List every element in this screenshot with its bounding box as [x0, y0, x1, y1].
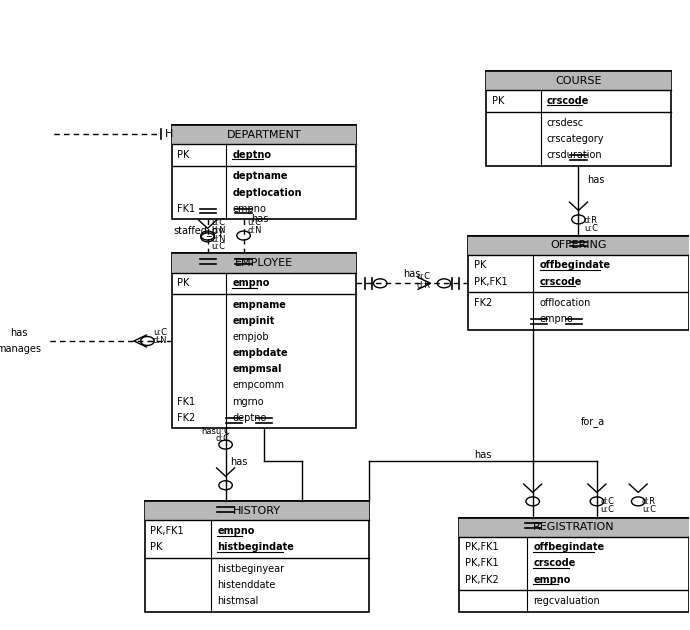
Text: empname: empname	[233, 300, 286, 310]
Text: COURSE: COURSE	[555, 76, 602, 86]
Text: empinit: empinit	[233, 316, 275, 326]
Text: deptno: deptno	[233, 413, 266, 423]
Bar	[460, 517, 689, 537]
Text: DEPARTMENT: DEPARTMENT	[226, 130, 301, 140]
Text: hasu:C: hasu:C	[201, 427, 230, 436]
Text: empcomm: empcomm	[233, 381, 284, 391]
Text: PK: PK	[177, 278, 189, 289]
Text: empno: empno	[540, 314, 573, 324]
Text: u:C: u:C	[642, 505, 656, 514]
Text: has: has	[475, 450, 492, 460]
Bar	[486, 71, 671, 166]
Text: d:N: d:N	[152, 336, 167, 345]
Text: d:N: d:N	[247, 226, 262, 234]
Text: d:C: d:C	[216, 434, 230, 443]
Text: has: has	[587, 175, 605, 185]
Text: histbeginyear: histbeginyear	[217, 564, 284, 574]
Text: empno: empno	[233, 278, 270, 289]
Text: regcvaluation: regcvaluation	[533, 596, 600, 606]
Text: FK2: FK2	[177, 413, 195, 423]
Text: crscode: crscode	[547, 96, 589, 106]
Text: PK: PK	[177, 150, 189, 160]
Text: u:C: u:C	[247, 219, 261, 227]
Text: u:C: u:C	[600, 505, 615, 514]
Text: histmsal: histmsal	[217, 596, 259, 606]
Text: PK: PK	[474, 260, 486, 270]
Text: u:C: u:C	[153, 328, 167, 337]
Text: FK2: FK2	[474, 298, 492, 308]
Text: has: has	[404, 268, 421, 278]
Bar	[145, 501, 369, 520]
Text: staffed_by: staffed_by	[173, 225, 224, 236]
Text: PK,FK1: PK,FK1	[474, 277, 507, 287]
Text: H: H	[166, 129, 174, 139]
Bar	[172, 125, 356, 144]
Text: empmsal: empmsal	[233, 364, 282, 374]
Text: empbdate: empbdate	[233, 348, 288, 358]
Text: crsdesc: crsdesc	[547, 118, 584, 128]
Text: manages: manages	[0, 344, 41, 354]
Text: crscode: crscode	[533, 559, 575, 568]
Text: PK,FK1: PK,FK1	[465, 542, 498, 553]
Text: has: has	[250, 214, 268, 224]
Text: REGISTRATION: REGISTRATION	[533, 522, 615, 532]
Text: PK,FK1: PK,FK1	[150, 526, 184, 536]
Text: d:N: d:N	[211, 226, 226, 234]
Text: empno: empno	[233, 203, 266, 214]
Text: offbegindate: offbegindate	[533, 542, 604, 553]
Text: u:C: u:C	[211, 242, 225, 251]
Text: PK,FK1: PK,FK1	[465, 559, 498, 568]
Text: EMPLOYEE: EMPLOYEE	[235, 258, 293, 268]
Text: u:C: u:C	[416, 272, 430, 281]
Text: for_a: for_a	[581, 416, 605, 427]
Text: mgrno: mgrno	[233, 397, 264, 406]
Text: histbegindate: histbegindate	[217, 542, 294, 553]
Text: u:C: u:C	[584, 224, 598, 232]
Text: empno: empno	[217, 526, 255, 536]
Text: PK: PK	[150, 542, 162, 553]
Bar	[469, 236, 689, 255]
Text: u:C: u:C	[211, 219, 225, 227]
Text: offlocation: offlocation	[540, 298, 591, 308]
Text: d:R: d:R	[584, 216, 598, 225]
Text: PK: PK	[492, 96, 504, 106]
Text: offbegindate: offbegindate	[540, 260, 611, 270]
Bar	[172, 125, 356, 219]
Text: empjob: empjob	[233, 332, 269, 342]
Text: FK1: FK1	[177, 203, 195, 214]
Text: d:N: d:N	[211, 234, 226, 244]
Text: d:R: d:R	[416, 281, 430, 290]
Text: deptname: deptname	[233, 171, 288, 181]
Text: crscategory: crscategory	[547, 134, 604, 144]
Text: PK,FK2: PK,FK2	[465, 575, 498, 585]
Bar	[145, 501, 369, 612]
Text: empno: empno	[533, 575, 571, 585]
Bar	[172, 253, 356, 273]
Text: histenddate: histenddate	[217, 580, 275, 590]
Text: FK1: FK1	[177, 397, 195, 406]
Bar	[460, 517, 689, 612]
Bar	[172, 253, 356, 428]
Text: has: has	[10, 328, 28, 338]
Text: d:C: d:C	[600, 497, 615, 507]
Text: HISTORY: HISTORY	[233, 506, 281, 516]
Text: crscode: crscode	[540, 277, 582, 287]
Text: deptno: deptno	[233, 150, 271, 160]
Text: OFFERING: OFFERING	[550, 240, 607, 250]
Text: d:R: d:R	[642, 497, 656, 507]
Text: crsduration: crsduration	[547, 150, 602, 160]
Bar	[486, 71, 671, 90]
Bar	[469, 236, 689, 330]
Text: deptlocation: deptlocation	[233, 188, 302, 198]
Text: has: has	[230, 457, 248, 467]
